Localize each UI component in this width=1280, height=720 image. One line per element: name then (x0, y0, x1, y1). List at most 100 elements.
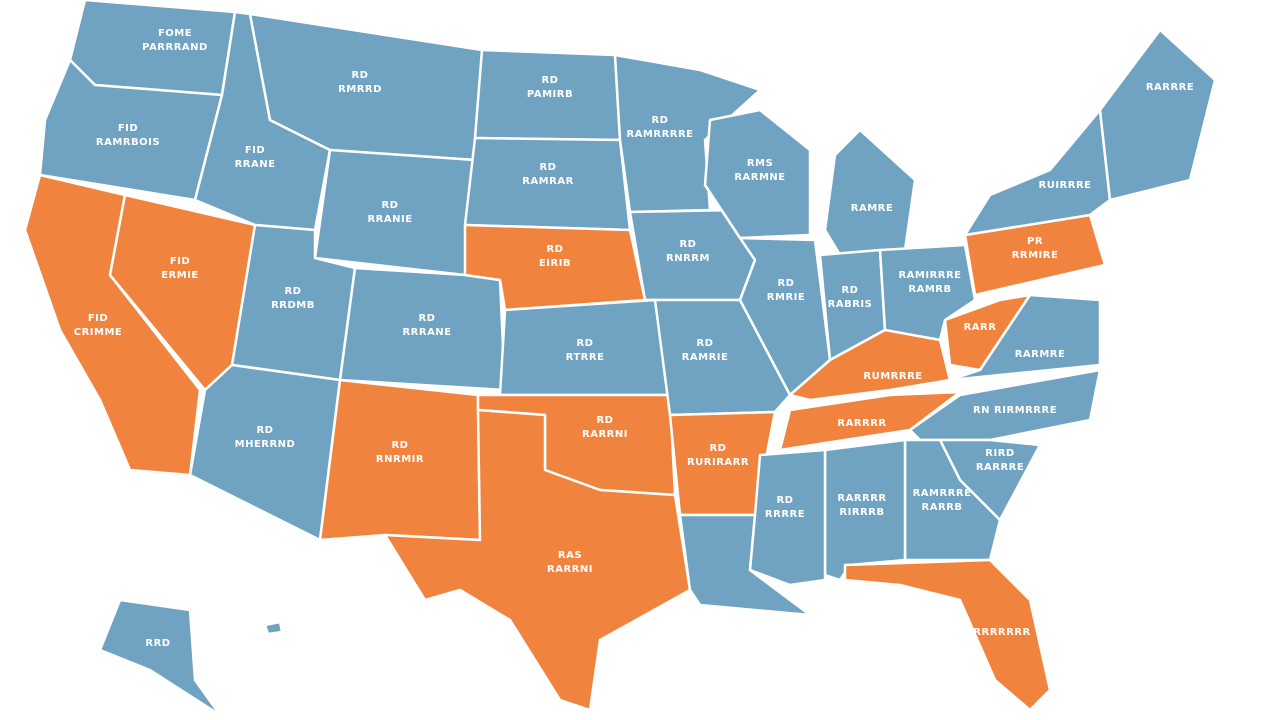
state: RD MHERRND (188, 363, 342, 542)
state-label: RMRIE (767, 292, 805, 303)
state-label: RD (256, 425, 273, 436)
state: RD RRRRE (748, 448, 827, 587)
state-label: RARRRR (837, 418, 886, 429)
state-label: RD (777, 278, 794, 289)
state-label: RD (596, 415, 613, 426)
state-label: RARMRE (1015, 349, 1066, 360)
state-shape (788, 328, 952, 402)
state-label: RAMRRRRE (626, 129, 693, 140)
state-label: RD (576, 338, 593, 349)
state-label: RD (418, 313, 435, 324)
state: RMS RARMNE (703, 108, 812, 240)
state-label: RD (709, 443, 726, 454)
state-label: RAS (558, 550, 582, 561)
state: RRRRRRR (843, 558, 1052, 712)
state-label: PR (1027, 236, 1043, 247)
state-label: EIRIB (539, 258, 571, 269)
state-label: RD (696, 338, 713, 349)
state: RD RRANIE (313, 148, 477, 277)
state (263, 620, 284, 636)
state-label: RN RIRMRRRE (973, 405, 1057, 416)
state-label: RIRRRB (839, 507, 884, 518)
state-shape (1098, 28, 1217, 202)
state-label: RUIRRRE (1039, 180, 1092, 191)
state-label: RD (539, 162, 556, 173)
state: RRD (98, 598, 222, 717)
state-label: RUMRRRE (863, 371, 922, 382)
state-label: PAMIRB (527, 89, 573, 100)
state-label: RARRRE (976, 462, 1024, 473)
state-label: RARRRE (1146, 82, 1194, 93)
state-label: RD (351, 70, 368, 81)
state-label: RARR (964, 322, 997, 333)
state-label: FID (245, 145, 265, 156)
state-label: RARRNI (547, 564, 593, 575)
state: RD RAMRAR (463, 136, 632, 232)
state-label: PARRRAND (142, 42, 208, 53)
state-label: MHERRND (235, 439, 296, 450)
state-label: RARRNI (582, 429, 628, 440)
state-shape (948, 293, 1102, 382)
state-label: FOME (158, 28, 192, 39)
state-label: FID (88, 313, 108, 324)
state-label: RD (541, 75, 558, 86)
state-shape (263, 620, 284, 636)
state: RD RNRMIR (318, 378, 482, 542)
state: RD PAMIRB (473, 48, 622, 142)
state-label: FID (170, 256, 190, 267)
state-label: RRANIE (367, 214, 412, 225)
state-label: RNRRM (666, 253, 710, 264)
state-label: RAMRRRE (913, 488, 972, 499)
state: RD RTRRE (498, 298, 672, 397)
state-label: RAMRE (851, 203, 893, 214)
state-label: RD (776, 495, 793, 506)
state-label: RAMRBOIS (96, 137, 160, 148)
state-shape (188, 363, 342, 542)
state-label: RAMRIE (682, 352, 729, 363)
state-shape (313, 148, 477, 277)
state: RD RRRANE (338, 266, 507, 392)
state-label: RRRANE (402, 327, 451, 338)
state-label: RAMIRRRE (898, 270, 961, 281)
state: FOME PARRRAND (68, 0, 237, 97)
state-label: RRMIRE (1012, 250, 1059, 261)
state-label: RMRRD (338, 84, 382, 95)
state-label: RD (546, 244, 563, 255)
state-shape (703, 108, 812, 240)
state-label: RAMRB (908, 284, 951, 295)
state: RUMRRRE (788, 328, 952, 402)
state: RARRRR RIRRRB (823, 438, 907, 582)
state-label: RARRRR (837, 493, 886, 504)
state-label: RD (651, 115, 668, 126)
state-label: FID (118, 123, 138, 134)
state-label: ERMIE (161, 270, 199, 281)
state: RARRRE (1098, 28, 1217, 202)
state-label: RABRIS (828, 299, 873, 310)
state-label: RRRRRRR (973, 627, 1030, 638)
state: RARMRE (948, 293, 1102, 382)
state-label: RARRB (922, 502, 963, 513)
state-shape (383, 408, 692, 712)
state-label: RRRRE (765, 509, 805, 520)
state-label: RRANE (235, 159, 276, 170)
state-label: RD (381, 200, 398, 211)
state-label: RD (391, 440, 408, 451)
state-shape (843, 558, 1052, 712)
state-label: RD (679, 239, 696, 250)
state-shape (98, 598, 222, 717)
state-label: RAMRAR (522, 176, 574, 187)
state-label: RIRD (985, 448, 1014, 459)
state-label: RD (284, 286, 301, 297)
state-label: CRIMME (74, 327, 123, 338)
state-shape (748, 448, 827, 587)
state-label: RRD (145, 638, 170, 649)
state-label: RRDMB (271, 300, 315, 311)
state-label: RMS (747, 158, 773, 169)
state-label: RNRMIR (376, 454, 424, 465)
state: RAS RARRNI (383, 408, 692, 712)
state-label: RURIRARR (687, 457, 749, 468)
state: RD RMRRD (248, 12, 484, 162)
state-label: RTRRE (566, 352, 605, 363)
